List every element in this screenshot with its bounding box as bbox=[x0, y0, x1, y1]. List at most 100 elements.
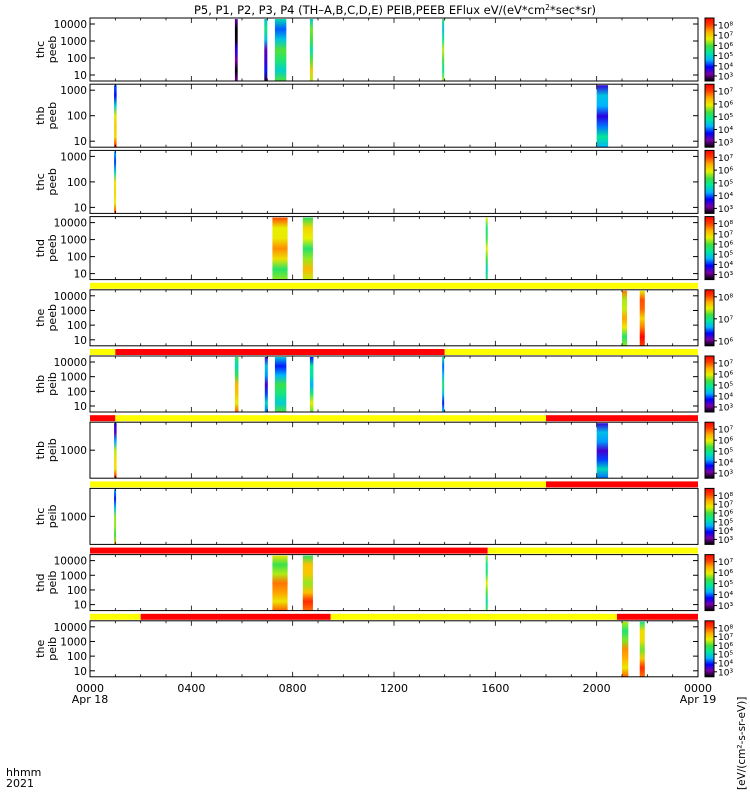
x-date-label: Apr 18 bbox=[72, 693, 109, 706]
mode-bar-segment bbox=[140, 613, 331, 620]
mode-bar-segment bbox=[90, 349, 116, 355]
colorbar-tick-label: 10⁵ bbox=[718, 113, 733, 123]
colorbar-tick-label: 10⁸ bbox=[718, 293, 733, 303]
colorbar-tick-label: 10⁸ bbox=[718, 22, 733, 32]
colorbar-tick-label: 10⁵ bbox=[718, 179, 733, 189]
colorbar-tick-label: 10⁸ bbox=[718, 492, 733, 502]
x-tick-label: 0800 bbox=[279, 682, 307, 695]
mode-bar-segment bbox=[115, 481, 546, 488]
colorbar bbox=[704, 83, 715, 148]
colorbar bbox=[704, 487, 715, 545]
y-tick-label: 1000 bbox=[60, 305, 87, 317]
mode-bar-segment bbox=[90, 282, 698, 289]
panel-label: thc bbox=[34, 41, 47, 58]
colorbar-tick-label: 10⁶ bbox=[718, 371, 733, 381]
colorbar-tick-label: 10⁷ bbox=[718, 230, 733, 240]
colorbar-tick-label: 10⁴ bbox=[718, 459, 733, 469]
panel-frame bbox=[89, 17, 699, 82]
spectrogram-block bbox=[639, 621, 645, 677]
mode-bar-segment bbox=[115, 349, 445, 355]
colorbar-tick-label: 10⁵ bbox=[718, 448, 733, 458]
colorbar-tick-label: 10³ bbox=[718, 73, 733, 83]
y-tick-label: 100 bbox=[67, 320, 87, 332]
y-tick-label: 1000 bbox=[60, 36, 87, 48]
colorbar-tick-label: 10⁴ bbox=[718, 261, 733, 271]
y-tick-label: 10000 bbox=[54, 291, 87, 303]
colorbar-tick-label: 10⁶ bbox=[718, 100, 733, 110]
mode-bar-segment bbox=[616, 613, 698, 620]
y-tick-label: 100 bbox=[67, 177, 87, 189]
colorbar-tick-label: 10⁴ bbox=[718, 192, 733, 202]
y-tick-label: 10 bbox=[74, 666, 87, 678]
colorbar bbox=[704, 149, 715, 214]
panel-label: the bbox=[34, 309, 47, 327]
y-tick-label: 10 bbox=[74, 401, 87, 413]
colorbar-tick-label: 10⁷ bbox=[718, 633, 733, 643]
x-tick-label: 0000 bbox=[76, 682, 104, 695]
colorbar-tick-label: 10⁷ bbox=[718, 32, 733, 42]
spectrogram-block bbox=[596, 85, 609, 148]
corner-label-hhmm: hhmm bbox=[6, 766, 41, 779]
colorbar-tick-label: 10⁸ bbox=[718, 624, 733, 634]
spectrogram-block bbox=[114, 423, 117, 479]
panel-frame bbox=[89, 620, 699, 678]
y-tick-label: 100 bbox=[67, 53, 87, 65]
y-tick-label: 10000 bbox=[54, 357, 87, 369]
spectrogram-block bbox=[274, 19, 287, 81]
spectrogram-block bbox=[485, 555, 488, 611]
y-tick-label: 10 bbox=[74, 202, 87, 214]
panel-label: the bbox=[34, 640, 47, 658]
y-tick-label: 1000 bbox=[60, 511, 87, 523]
colorbar-tick-label: 10³ bbox=[718, 205, 733, 215]
colorbar-tick-label: 10³ bbox=[718, 602, 733, 612]
panel-label: thc bbox=[34, 173, 47, 190]
y-tick-label: 100 bbox=[67, 111, 87, 123]
panel-thb-peeb: 10 100 1000 thb peeb 10⁷ 10⁶ 10⁵ 10⁴ 10³ bbox=[34, 83, 733, 149]
panel-frame bbox=[89, 554, 699, 612]
colorbar-tick-label: 10⁴ bbox=[718, 527, 733, 537]
panel-label: thb bbox=[34, 107, 47, 125]
spectrogram-block bbox=[272, 555, 288, 611]
mode-bar-segment bbox=[90, 547, 488, 554]
spectrogram-block bbox=[274, 357, 287, 412]
x-tick-label: 1600 bbox=[481, 682, 509, 695]
mode-bar-segment bbox=[444, 349, 698, 355]
y-tick-label: 10000 bbox=[54, 622, 87, 634]
panel-the-peeb: 10 100 1000 10000 the peeb 10⁸ 10⁷ 10⁶ bbox=[34, 282, 733, 347]
colorbar-tick-label: 10³ bbox=[718, 139, 733, 149]
spectrogram-block bbox=[442, 357, 445, 412]
spectrogram-block bbox=[272, 217, 288, 280]
colorbar-tick-label: 10⁸ bbox=[718, 220, 733, 230]
panel-frame bbox=[89, 216, 699, 281]
y-tick-label: 100 bbox=[67, 585, 87, 597]
panel-label: thb bbox=[34, 441, 47, 459]
spectrogram-block bbox=[114, 85, 117, 148]
panel-thc-peeb: 10 100 1000 thc peeb 10⁷ 10⁶ 10⁵ 10⁴ 10³ bbox=[34, 149, 733, 215]
colorbar-tick-label: 10⁵ bbox=[718, 52, 733, 62]
colorbar-tick-label: 10⁶ bbox=[718, 42, 733, 52]
y-tick-label: 10000 bbox=[54, 556, 87, 568]
panel-label: peeb bbox=[46, 36, 59, 64]
colorbar-tick-label: 10⁴ bbox=[718, 62, 733, 72]
panel-label: thd bbox=[34, 573, 47, 591]
colorbar-tick-label: 10⁵ bbox=[718, 382, 733, 392]
colorbar-tick-label: 10³ bbox=[718, 404, 733, 414]
colorbar-tick-label: 10⁶ bbox=[718, 569, 733, 579]
colorbar bbox=[704, 620, 715, 678]
colorbar-tick-label: 10⁶ bbox=[718, 642, 733, 652]
spectrogram-block bbox=[596, 423, 609, 479]
mode-bar-segment bbox=[90, 415, 116, 422]
colorbar-tick-label: 10⁴ bbox=[718, 660, 733, 670]
colorbar bbox=[704, 421, 715, 479]
mode-bar-segment bbox=[487, 547, 698, 554]
spectrogram-block bbox=[485, 217, 488, 280]
colorbar-unit-label: [eV/(cm²-s-sr-eV)] bbox=[736, 697, 748, 790]
colorbar-tick-label: 10⁶ bbox=[718, 437, 733, 447]
colorbar-tick-label: 10⁵ bbox=[718, 651, 733, 661]
mode-bar-segment bbox=[546, 481, 698, 488]
panel-label: thd bbox=[34, 239, 47, 257]
